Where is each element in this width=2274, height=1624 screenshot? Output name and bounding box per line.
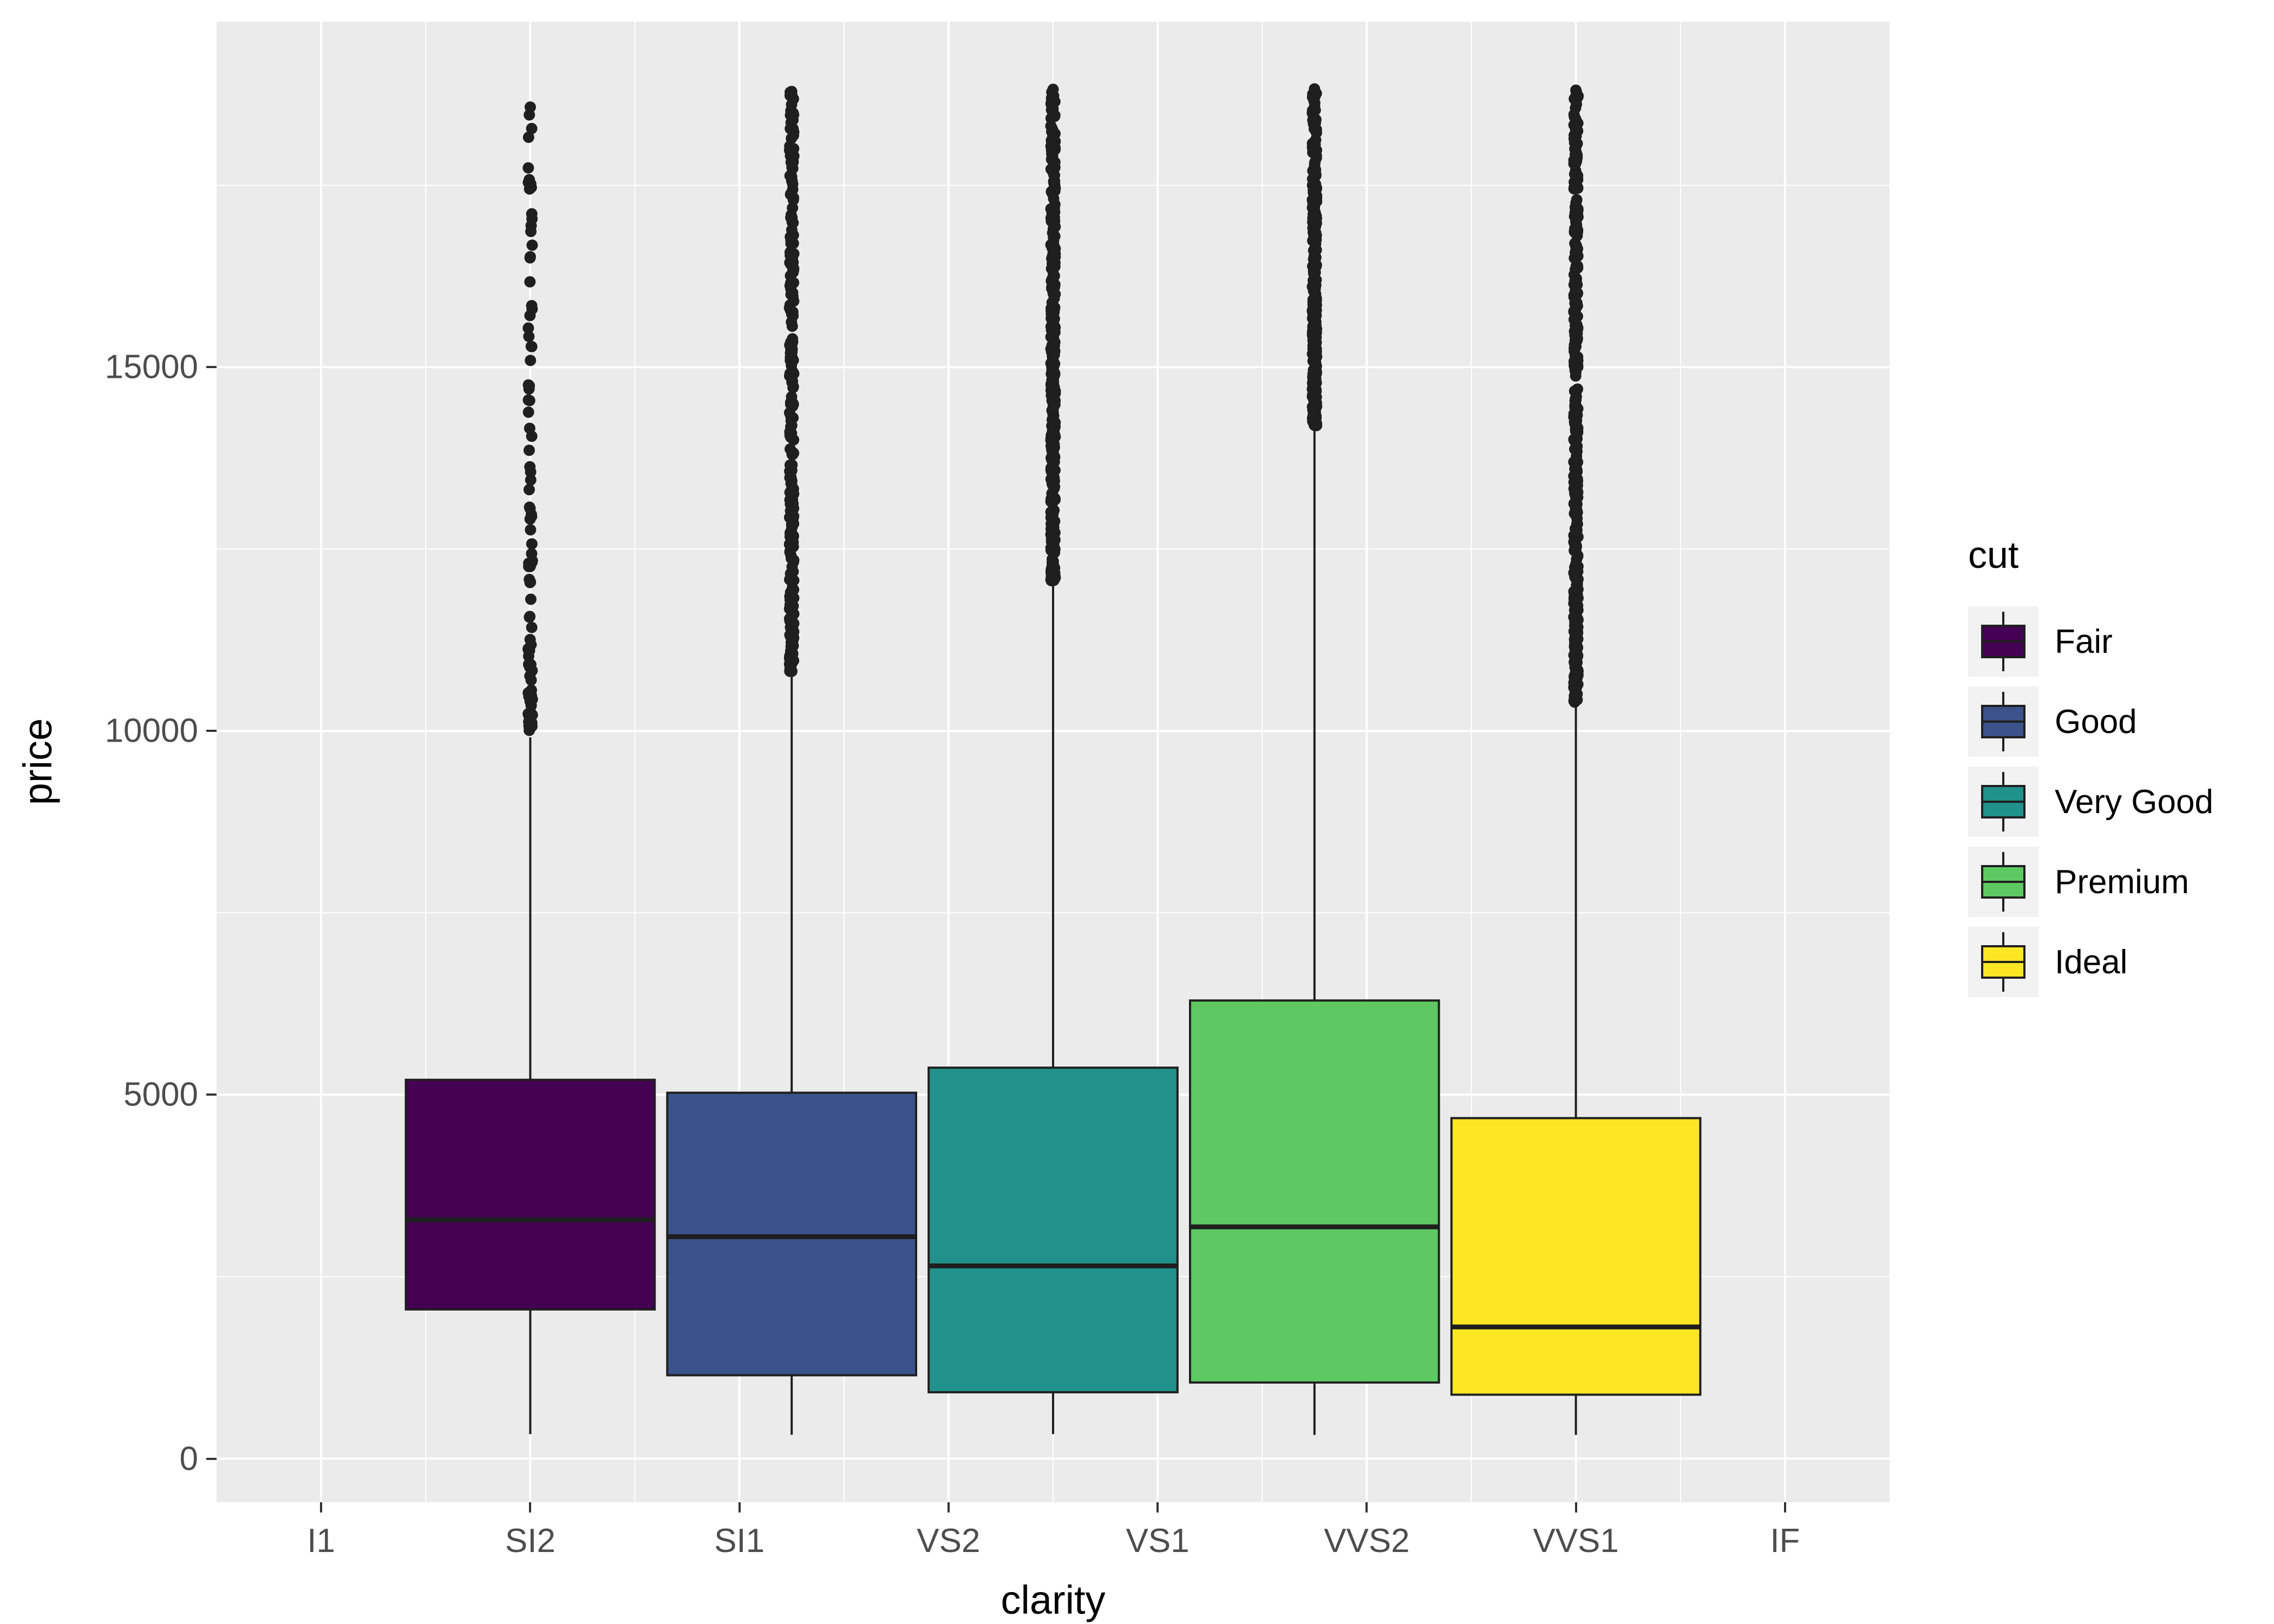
outliers-ideal <box>1568 84 1584 708</box>
legend-key-boxplot-glyph <box>1968 767 2038 837</box>
y-tick-mark <box>206 366 217 369</box>
x-tick-label: VVS2 <box>1324 1522 1410 1560</box>
legend: cut Fair Good Very Good Premium Ideal <box>1968 536 2213 1007</box>
legend-key-boxplot-glyph <box>1968 927 2038 997</box>
x-tick-label: IF <box>1770 1522 1800 1560</box>
legend-label: Fair <box>2055 623 2113 660</box>
legend-item-fair: Fair <box>1968 606 2213 677</box>
iqr-box <box>1189 999 1440 1384</box>
plot-panel <box>217 22 1890 1502</box>
iqr-box <box>404 1078 656 1311</box>
x-tick-mark <box>1156 1502 1159 1512</box>
outliers-good <box>783 86 800 677</box>
plot-canvas <box>217 22 1890 1502</box>
box-fair <box>404 101 656 1435</box>
y-tick-label: 15000 <box>104 348 198 386</box>
y-axis-title: price <box>15 718 60 806</box>
box-ideal <box>1450 84 1702 1435</box>
legend-label: Premium <box>2055 863 2190 901</box>
y-tick-mark <box>206 1093 217 1096</box>
outliers-premium <box>1306 83 1323 431</box>
box-premium <box>1189 83 1440 1435</box>
x-tick-label: SI2 <box>505 1522 556 1560</box>
legend-item-good: Good <box>1968 686 2213 757</box>
y-tick-label: 0 <box>179 1440 198 1477</box>
x-tick-mark <box>738 1502 741 1512</box>
y-tick-mark <box>206 1457 217 1460</box>
iqr-box <box>1450 1117 1702 1396</box>
x-tick-mark <box>1574 1502 1577 1512</box>
x-tick-mark <box>529 1502 532 1512</box>
x-tick-mark <box>1365 1502 1368 1512</box>
legend-label: Good <box>2055 703 2137 741</box>
x-tick-mark <box>1783 1502 1786 1512</box>
y-tick-label: 5000 <box>123 1076 198 1114</box>
iqr-box <box>666 1091 918 1377</box>
legend-item-ideal: Ideal <box>1968 927 2213 997</box>
legend-key-boxplot-glyph <box>1968 686 2038 757</box>
outliers-very-good <box>1045 83 1061 586</box>
legend-label: Ideal <box>2055 943 2128 981</box>
legend-label: Very Good <box>2055 783 2213 821</box>
iqr-box <box>927 1066 1179 1393</box>
box-very-good <box>927 83 1179 1435</box>
box-good <box>666 86 918 1435</box>
x-tick-label: VS2 <box>917 1522 981 1560</box>
x-tick-label: I1 <box>307 1522 335 1560</box>
legend-title: cut <box>1968 534 2019 576</box>
legend-item-very-good: Very Good <box>1968 767 2213 837</box>
x-tick-mark <box>947 1502 950 1512</box>
legend-item-premium: Premium <box>1968 847 2213 917</box>
x-tick-label: SI1 <box>714 1522 765 1560</box>
x-tick-label: VS1 <box>1126 1522 1190 1560</box>
x-axis-title: clarity <box>1001 1577 1106 1622</box>
y-tick-mark <box>206 730 217 732</box>
x-tick-mark <box>320 1502 323 1512</box>
outliers-fair <box>522 101 538 736</box>
x-tick-label: VVS1 <box>1533 1522 1619 1560</box>
legend-key-boxplot-glyph <box>1968 606 2038 677</box>
legend-items: Fair Good Very Good Premium Ideal <box>1968 606 2213 997</box>
legend-key-boxplot-glyph <box>1968 847 2038 917</box>
